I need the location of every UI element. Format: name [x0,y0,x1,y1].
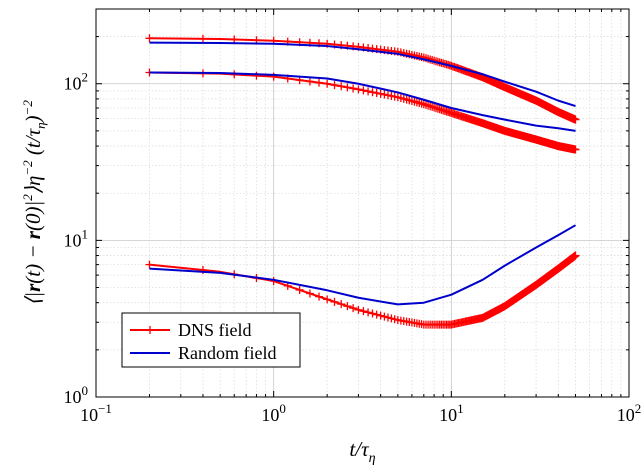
data-point [571,145,580,154]
data-point [145,34,154,43]
tick-marks [95,8,629,398]
legend: DNS field Random field [121,312,301,368]
x-tick-label: 10−1 [80,401,112,425]
data-point [315,78,324,87]
data-point [330,297,339,306]
data-point [198,34,207,43]
data-point [368,309,377,318]
y-axis-label: ⟨|r(t) − r(0)|2⟩η−2 (t/τη)−2 [20,100,48,306]
data-point [380,312,389,321]
plot-frame [95,8,630,398]
data-point [330,81,339,90]
data-point [571,115,580,124]
data-point [323,295,332,304]
data-point [315,292,324,301]
data-point [376,311,385,320]
series-1 [145,34,580,329]
data-point [368,88,377,97]
y-tick-label: 102 [64,70,89,94]
data-point [295,285,304,294]
series-layer [145,34,580,329]
data-point [359,86,368,95]
series-line [149,41,576,108]
legend-box [121,312,301,368]
data-point [354,305,363,314]
data-point [376,89,385,98]
series-2 [149,41,577,306]
data-point [354,85,363,94]
legend-label: DNS field [178,320,252,340]
legend-marker [146,326,154,334]
data-point [372,89,381,98]
x-axis-label: t/τη [349,437,375,466]
data-point [383,91,392,100]
series-line [149,224,577,306]
data-point [359,307,368,316]
data-point [145,260,154,269]
data-point [364,87,373,96]
data-point [383,313,392,322]
data-point [230,35,239,44]
data-point [571,251,580,260]
data-point [349,84,358,93]
data-point [380,90,389,99]
x-tick-label: 100 [261,401,286,425]
data-point [349,304,358,313]
data-point [305,289,314,298]
data-point [337,82,346,91]
y-tick-label: 101 [64,226,89,250]
series-line [149,71,576,132]
data-point [343,83,352,92]
data-point [305,77,314,86]
data-point [252,71,261,80]
data-point [323,79,332,88]
x-tick-label: 102 [617,401,641,425]
data-point [372,310,381,319]
data-point [337,300,346,309]
legend-label: Random field [178,343,276,363]
y-tick-label: 100 [64,383,89,407]
data-point [364,308,373,317]
x-tick-label: 101 [439,401,464,425]
data-point [343,302,352,311]
